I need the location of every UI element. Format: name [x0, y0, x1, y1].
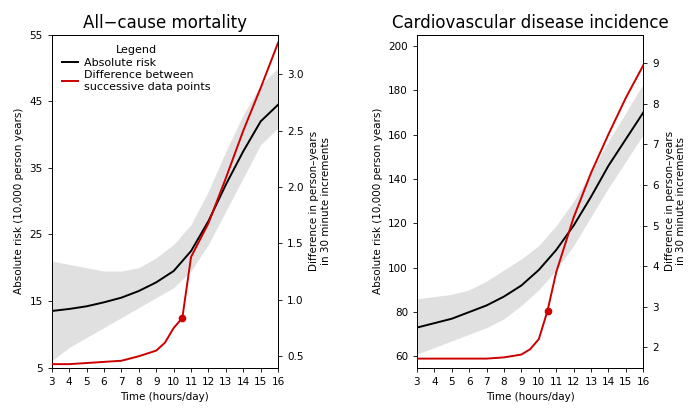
- Y-axis label: Difference in person–years
in 30 minute increments: Difference in person–years in 30 minute …: [309, 131, 331, 271]
- Y-axis label: Absolute risk (10,000 person years): Absolute risk (10,000 person years): [372, 108, 383, 295]
- Legend: Absolute risk, Difference between
successive data points: Absolute risk, Difference between succes…: [57, 40, 215, 97]
- Y-axis label: Difference in person–years
in 30 minute increments: Difference in person–years in 30 minute …: [664, 131, 686, 271]
- Y-axis label: Absolute risk (10,000 person years): Absolute risk (10,000 person years): [14, 108, 24, 295]
- Title: Cardiovascular disease incidence: Cardiovascular disease incidence: [392, 14, 668, 32]
- X-axis label: Time (hours/day): Time (hours/day): [120, 392, 209, 402]
- X-axis label: Time (hours/day): Time (hours/day): [486, 392, 575, 402]
- Title: All−cause mortality: All−cause mortality: [83, 14, 247, 32]
